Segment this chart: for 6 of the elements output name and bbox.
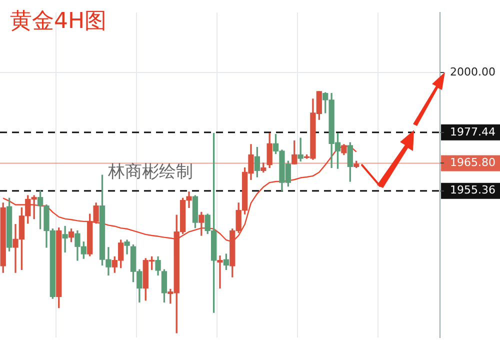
y-tick-label: 1955.36 — [450, 184, 496, 197]
y-tick-label: 2000.00 — [450, 66, 496, 79]
y-tick-label: 1965.80 — [450, 156, 496, 170]
y-tick-label: 1977.44 — [450, 125, 496, 138]
chart-title: 黄金4H图 — [10, 8, 107, 36]
annotation: 林商彬绘制 — [108, 160, 193, 183]
